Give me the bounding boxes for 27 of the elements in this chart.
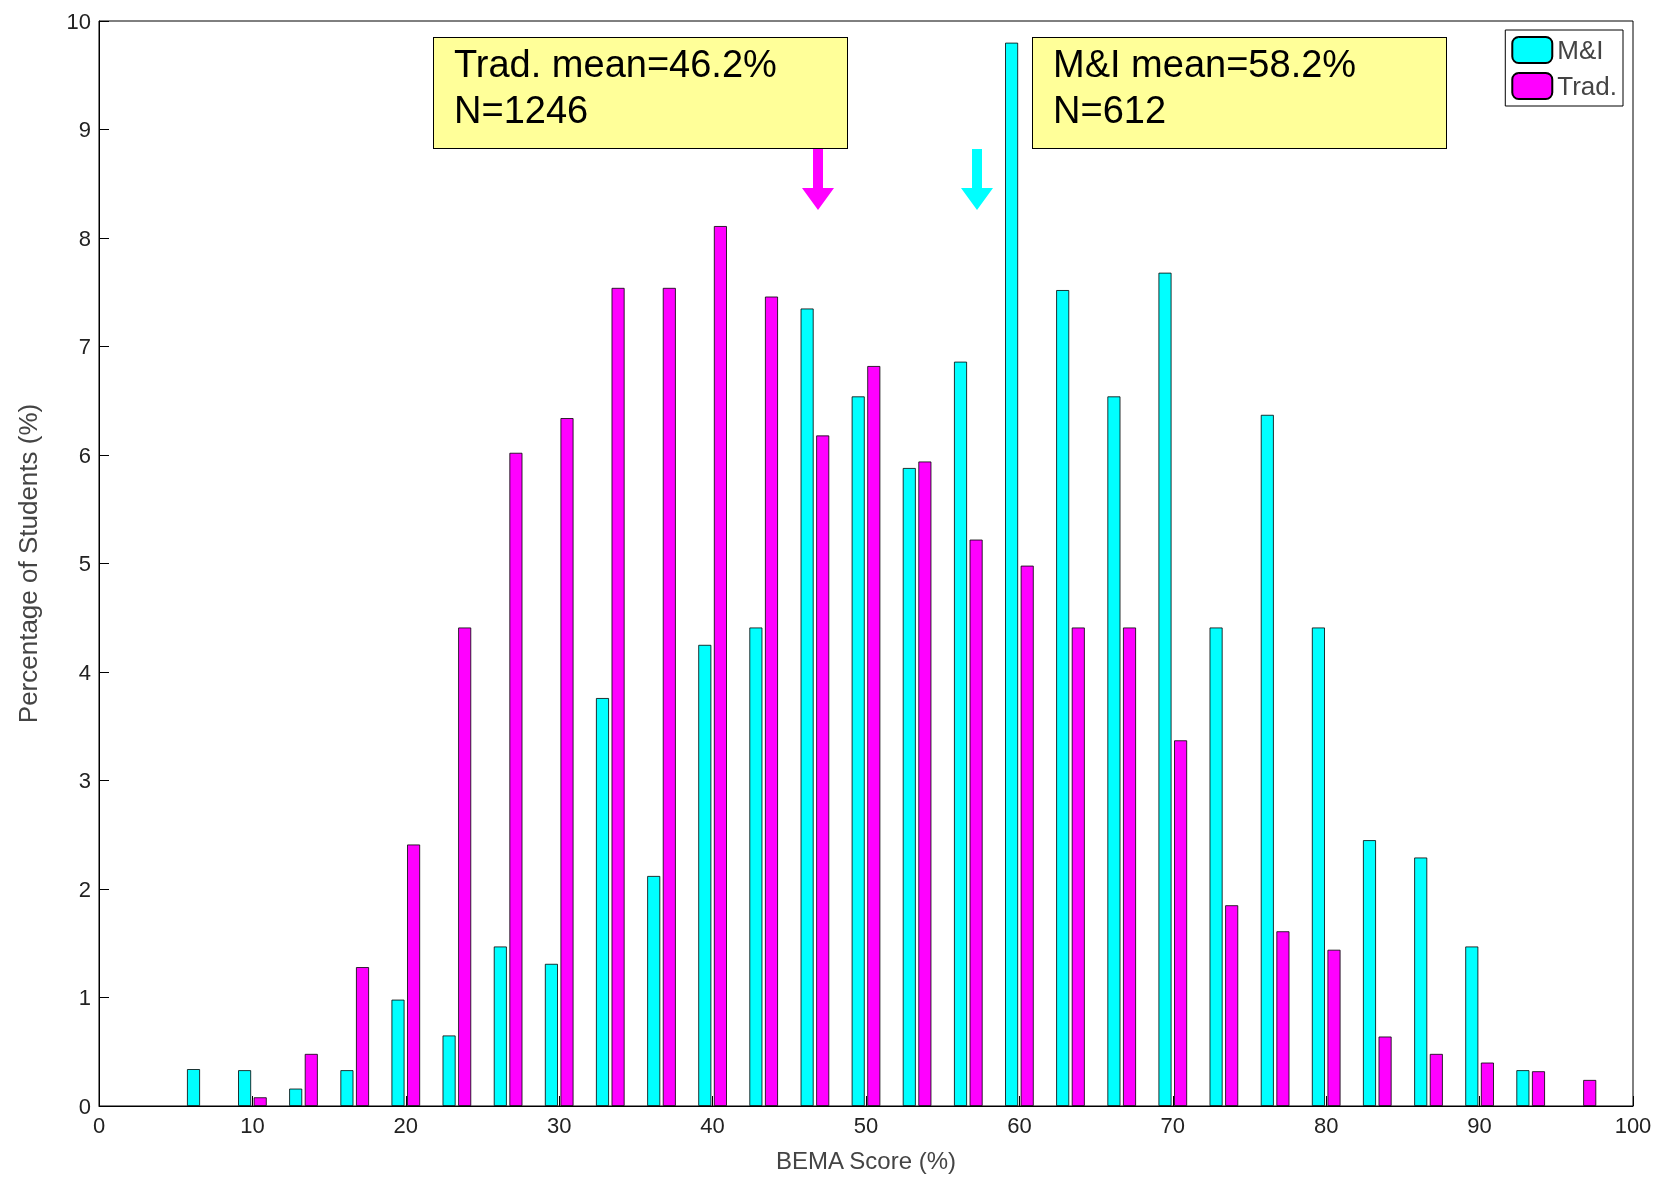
x-tick-label: 40 (700, 1112, 725, 1138)
annotation: M&I mean=58.2% N=612 (1032, 37, 1447, 149)
x-tick-label: 60 (1007, 1112, 1032, 1138)
annotation: Trad. mean=46.2% N=1246 (433, 37, 848, 149)
y-tick-label: 3 (78, 768, 91, 793)
y-tick-label: 4 (78, 659, 91, 685)
y-tick-label: 6 (78, 442, 91, 468)
x-axis-title: BEMA Score (%) (775, 1146, 957, 1174)
x-tick-label: 70 (1160, 1112, 1186, 1138)
y-tick-label: 0 (78, 1093, 91, 1119)
y-axis-title: Percentage of Students (%) (13, 403, 43, 724)
x-tick-label: 80 (1313, 1112, 1339, 1138)
y-tick-label: 1 (78, 985, 91, 1010)
y-tick-label: 7 (78, 334, 91, 359)
y-tick-label: 9 (78, 117, 91, 142)
x-tick-label: 20 (393, 1112, 419, 1138)
x-tick-label: 90 (1467, 1112, 1492, 1138)
legend-label: M&I (1557, 35, 1604, 65)
y-tick-label: 5 (78, 551, 91, 576)
y-tick-label: 10 (66, 8, 91, 34)
y-tick-label: 2 (78, 876, 91, 902)
x-tick-label: 100 (1614, 1112, 1652, 1138)
legend-label: Trad. (1557, 71, 1617, 101)
x-tick-label: 10 (240, 1112, 265, 1138)
x-tick-label: 30 (546, 1112, 572, 1138)
x-tick-label: 50 (853, 1112, 879, 1138)
y-tick-label: 8 (78, 225, 91, 251)
